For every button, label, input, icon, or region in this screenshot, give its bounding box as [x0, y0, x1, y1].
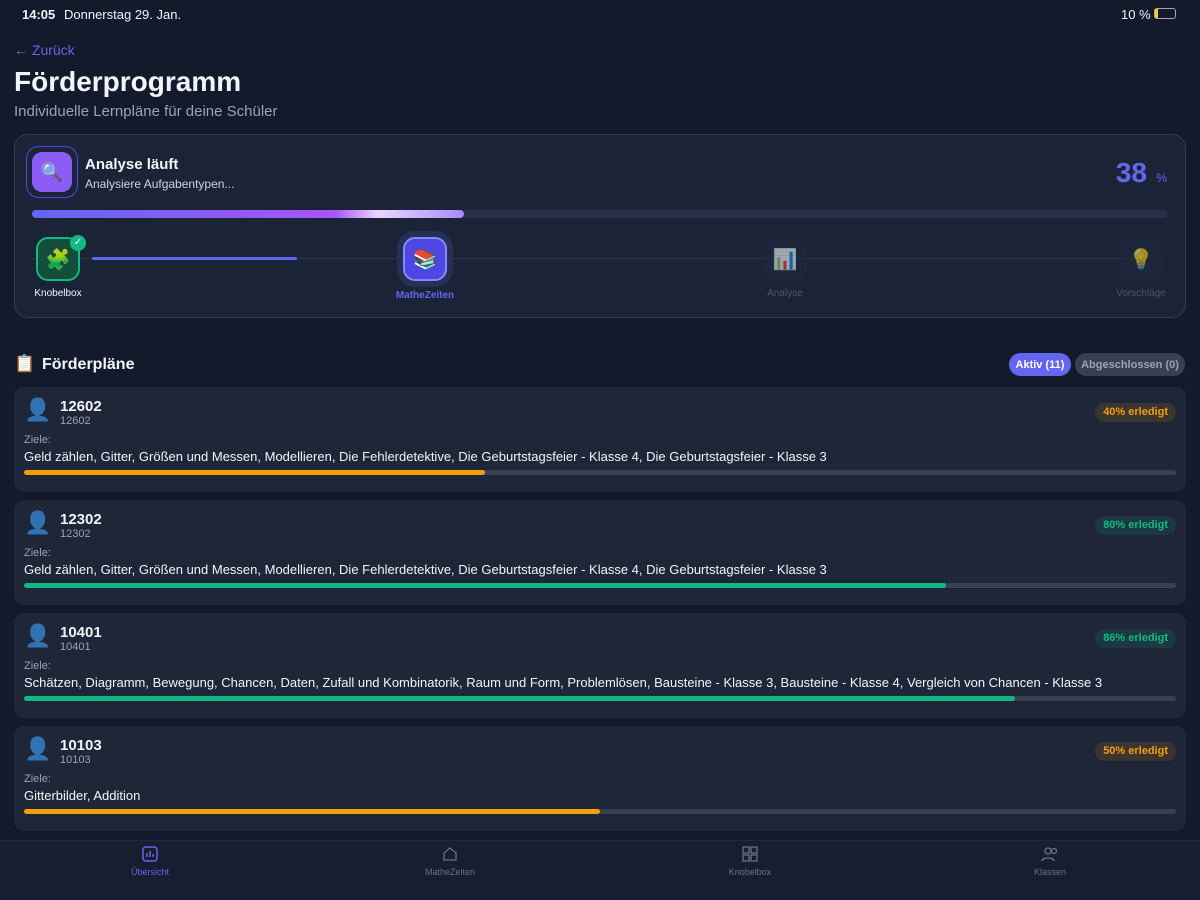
progress-track — [24, 583, 1176, 588]
goals-label: Ziele: — [24, 660, 51, 672]
plans-icon: 📋 — [14, 354, 36, 373]
analysis-title: Analyse läuft — [85, 156, 179, 173]
progress-track — [32, 210, 1168, 218]
student-name: 10103 — [60, 737, 102, 754]
progress-track — [24, 470, 1176, 475]
nav-label: MatheZeiten — [424, 867, 476, 877]
step-label: Knobelbox — [34, 288, 82, 299]
goals: Geld zählen, Gitter, Größen und Messen, … — [24, 562, 827, 577]
battery-text: 10 % — [1121, 7, 1151, 22]
progress-fill — [24, 809, 600, 814]
plans-title: Förderpläne — [42, 356, 135, 373]
nav-label: Knobelbox — [728, 867, 772, 877]
battery-icon — [1154, 8, 1176, 19]
percent-unit: % — [1156, 171, 1167, 185]
student-id: 12602 — [60, 415, 91, 427]
progress-track — [24, 809, 1176, 814]
progress-fill — [32, 210, 464, 218]
student-id: 10401 — [60, 641, 91, 653]
step-line — [32, 258, 1140, 259]
progress-fill — [24, 470, 485, 475]
plan-card[interactable]: 👤 12602 12602 40% erledigt Ziele: Geld zählen… — [14, 387, 1186, 492]
progress-fill — [24, 696, 1015, 701]
progress-badge: 86% erledigt — [1095, 629, 1176, 648]
nav-label: Klassen — [1033, 867, 1067, 877]
filter-tab[interactable]: Abgeschlossen (0) — [1075, 353, 1185, 376]
nav-item[interactable]: Knobelbox — [690, 846, 810, 877]
page-subtitle: Individuelle Lernpläne für deine Schüler — [14, 103, 278, 120]
nav-item[interactable]: MatheZeiten — [390, 846, 510, 877]
avatar: 👤 — [24, 397, 52, 422]
goals: Gitterbilder, Addition — [24, 788, 141, 803]
date: Donnerstag 29. Jan. — [64, 7, 182, 22]
student-id: 12302 — [60, 528, 91, 540]
goals: Geld zählen, Gitter, Größen und Messen, … — [24, 449, 827, 464]
step-progress-line — [92, 257, 297, 260]
avatar: 👤 — [24, 623, 52, 648]
nav-item[interactable]: Übersicht — [90, 846, 210, 877]
goals-label: Ziele: — [24, 547, 51, 559]
avatar: 👤 — [24, 736, 52, 761]
avatar: 👤 — [24, 510, 52, 535]
step-icon: 💡 — [1119, 237, 1163, 281]
tab-bar — [0, 840, 1200, 900]
plan-card[interactable]: 👤 10103 10103 50% erledigt Ziele: Gitterbilde… — [14, 726, 1186, 831]
analysis-card: 🔍 Analyse läuft Analysiere Aufgabentypen… — [14, 134, 1186, 318]
step-label: MatheZeiten — [395, 290, 455, 301]
analysis-percent: 38 — [1115, 157, 1147, 188]
step-label: Analyse — [767, 288, 803, 299]
icon-ring — [26, 146, 78, 198]
analysis-status: Analysiere Aufgabentypen... — [85, 177, 235, 191]
filter-tab[interactable]: Aktiv (11) — [1009, 353, 1071, 376]
progress-badge: 80% erledigt — [1095, 516, 1176, 535]
student-id: 10103 — [60, 754, 91, 766]
goals-label: Ziele: — [24, 773, 51, 785]
student-name: 10401 — [60, 624, 102, 641]
student-name: 12602 — [60, 398, 102, 415]
step-check: ✓ — [70, 235, 86, 251]
goals-label: Ziele: — [24, 434, 51, 446]
analysis-icon: 🔍 — [32, 152, 72, 192]
nav-item[interactable]: Klassen — [990, 846, 1110, 877]
plan-card[interactable]: 👤 10401 10401 86% erledigt Ziele: Schätzen, D… — [14, 613, 1186, 718]
time: 14:05 — [22, 7, 56, 22]
step-label: Vorschläge — [1116, 288, 1166, 299]
progress-badge: 40% erledigt — [1095, 403, 1176, 422]
nav-label: Übersicht — [130, 867, 169, 877]
progress-fill — [24, 583, 946, 588]
step-icon: 📚 — [403, 237, 447, 281]
progress-badge: 50% erledigt — [1095, 742, 1176, 761]
plan-card[interactable]: 👤 12302 12302 80% erledigt Ziele: Geld zählen… — [14, 500, 1186, 605]
student-name: 12302 — [60, 511, 102, 528]
progress-track — [24, 696, 1176, 701]
step-icon: 📊 — [763, 237, 807, 281]
page-title: Förderprogramm — [14, 66, 242, 97]
goals: Schätzen, Diagramm, Bewegung, Chancen, D… — [24, 675, 1103, 690]
back-link[interactable]: ← Zurück — [14, 42, 75, 58]
